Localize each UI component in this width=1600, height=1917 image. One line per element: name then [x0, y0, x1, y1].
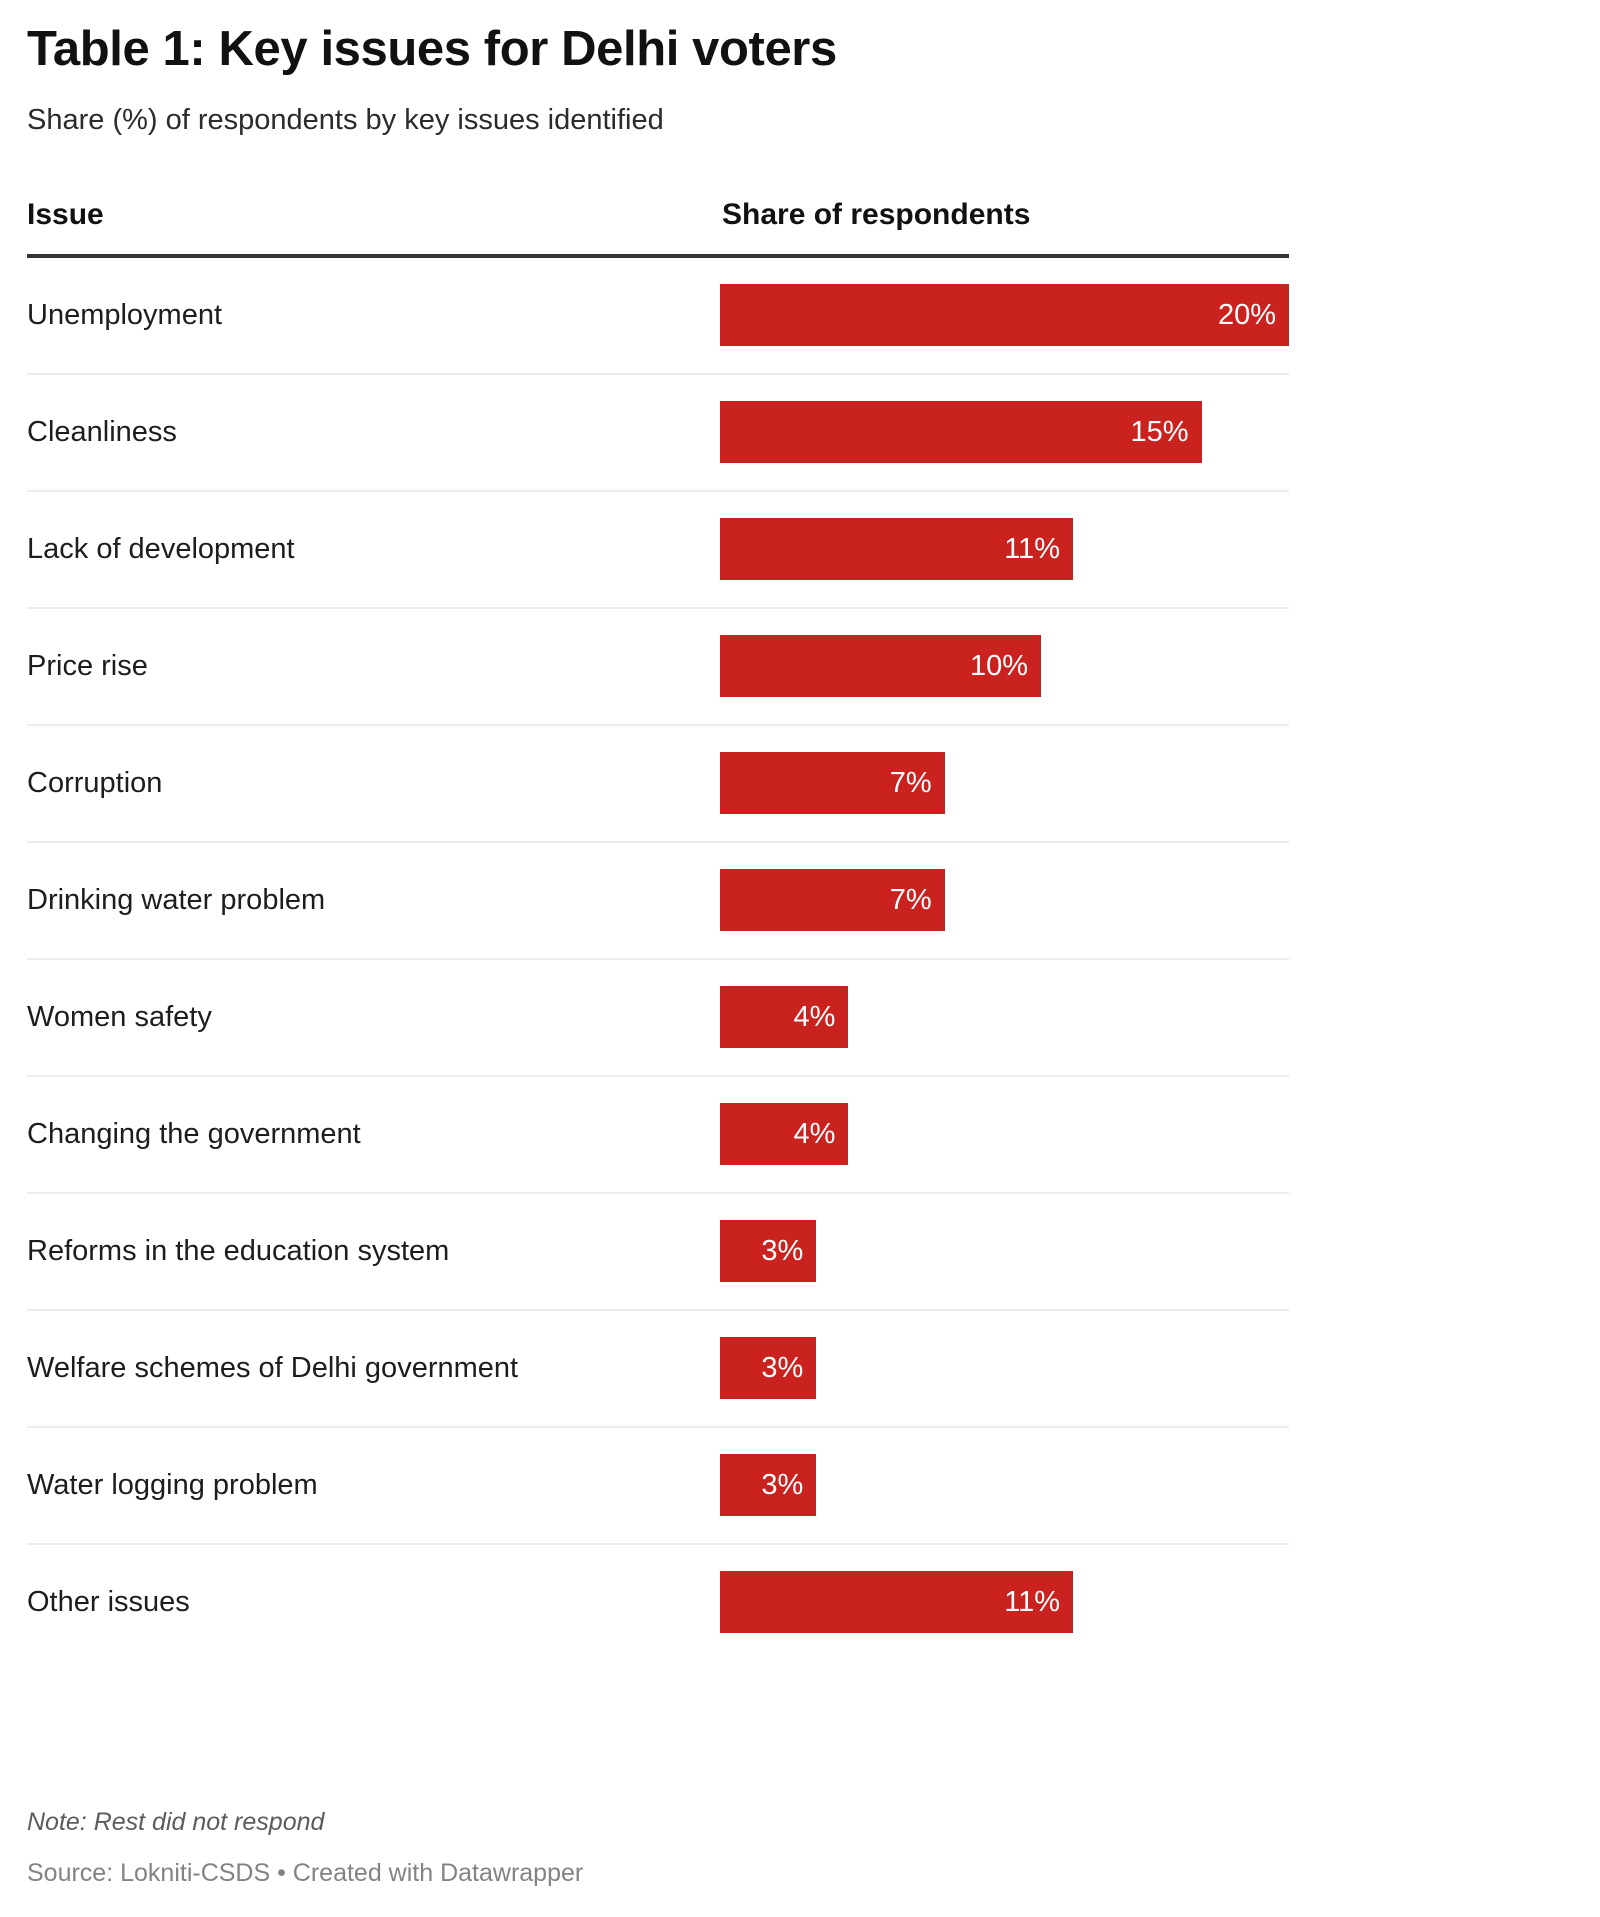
bar-track: 15% [720, 375, 1289, 490]
bar-value-label: 15% [1130, 415, 1189, 448]
share-bar-cell: 11% [720, 1542, 1289, 1660]
bar-value-label: 3% [761, 1468, 804, 1501]
issue-label: Corruption [27, 723, 720, 842]
issue-label: Cleanliness [27, 372, 720, 491]
share-bar-cell: 11% [720, 489, 1289, 608]
table-body: Unemployment 20% Cleanliness 15% Lack of dev… [27, 256, 1289, 1660]
table-row: Price rise 10% [27, 606, 1289, 725]
share-bar-cell: 4% [720, 1074, 1289, 1193]
bar-track: 3% [720, 1428, 1289, 1543]
bar-track: 4% [720, 1077, 1289, 1192]
share-bar: 3% [720, 1337, 817, 1400]
share-bar: 3% [720, 1454, 817, 1517]
bar-value-label: 4% [793, 1117, 836, 1150]
bar-value-label: 11% [1004, 532, 1061, 565]
chart-header: Table 1: Key issues for Delhi voters Sha… [27, 0, 1570, 138]
share-bar-cell: 3% [720, 1425, 1289, 1544]
table-row: Lack of development 11% [27, 489, 1289, 608]
bar-value-label: 3% [761, 1234, 804, 1267]
share-bar-cell: 3% [720, 1308, 1289, 1427]
share-bar: 10% [720, 635, 1041, 698]
issue-label: Price rise [27, 606, 720, 725]
share-bar-cell: 10% [720, 606, 1289, 725]
share-bar-cell: 20% [720, 256, 1289, 374]
bar-value-label: 7% [889, 766, 932, 799]
bar-value-label: 7% [889, 883, 932, 916]
issue-label: Drinking water problem [27, 840, 720, 959]
bar-value-label: 20% [1217, 298, 1276, 331]
source-credit: Source: Lokniti-CSDS • Created with Data… [27, 1858, 584, 1887]
issue-label: Water logging problem [27, 1425, 720, 1544]
table-row: Cleanliness 15% [27, 372, 1289, 491]
issue-label: Other issues [27, 1542, 720, 1660]
bar-track: 4% [720, 960, 1289, 1075]
footnote: Note: Rest did not respond [27, 1807, 325, 1836]
share-bar-cell: 7% [720, 723, 1289, 842]
bar-track: 7% [720, 726, 1289, 841]
issue-label: Reforms in the education system [27, 1191, 720, 1310]
share-bar-cell: 15% [720, 372, 1289, 491]
issue-label: Lack of development [27, 489, 720, 608]
table-row: Women safety 4% [27, 957, 1289, 1076]
bar-value-label: 4% [793, 1000, 836, 1033]
share-bar: 11% [720, 1571, 1074, 1634]
issues-table: Issue Share of respondents Unemployment 2… [27, 197, 1289, 1660]
share-bar: 3% [720, 1220, 817, 1283]
issue-label: Welfare schemes of Delhi government [27, 1308, 720, 1427]
bar-value-label: 3% [761, 1351, 804, 1384]
table-row: Changing the government 4% [27, 1074, 1289, 1193]
column-header-issue: Issue [27, 197, 720, 258]
table-row: Other issues 11% [27, 1542, 1289, 1660]
share-bar-cell: 7% [720, 840, 1289, 959]
chart-subtitle: Share (%) of respondents by key issues i… [27, 103, 664, 136]
bar-track: 11% [720, 1545, 1289, 1660]
page-title: Table 1: Key issues for Delhi voters [27, 22, 837, 76]
table-row: Unemployment 20% [27, 256, 1289, 374]
share-bar: 7% [720, 752, 945, 815]
share-bar-cell: 4% [720, 957, 1289, 1076]
share-bar: 11% [720, 518, 1074, 581]
table-row: Welfare schemes of Delhi government 3% [27, 1308, 1289, 1427]
table-row: Water logging problem 3% [27, 1425, 1289, 1544]
share-bar: 15% [720, 401, 1202, 464]
share-bar-cell: 3% [720, 1191, 1289, 1310]
bar-value-label: 11% [1004, 1585, 1061, 1618]
bar-track: 3% [720, 1194, 1289, 1309]
table-header: Issue Share of respondents [27, 197, 1289, 258]
bar-track: 10% [720, 609, 1289, 724]
table-header-row: Issue Share of respondents [27, 197, 1289, 258]
bar-track: 20% [720, 258, 1289, 373]
table-row: Reforms in the education system 3% [27, 1191, 1289, 1310]
share-bar: 4% [720, 1103, 849, 1166]
bar-track: 3% [720, 1311, 1289, 1426]
share-bar: 20% [720, 284, 1289, 347]
table-row: Drinking water problem 7% [27, 840, 1289, 959]
issue-label: Women safety [27, 957, 720, 1076]
column-header-share: Share of respondents [720, 197, 1289, 258]
bar-value-label: 10% [969, 649, 1028, 682]
bar-track: 7% [720, 843, 1289, 958]
chart-footer: Note: Rest did not respond Source: Lokni… [27, 1807, 1307, 1890]
issue-label: Changing the government [27, 1074, 720, 1193]
share-bar: 7% [720, 869, 945, 932]
table-row: Corruption 7% [27, 723, 1289, 842]
share-bar: 4% [720, 986, 849, 1049]
bar-track: 11% [720, 492, 1289, 607]
issue-label: Unemployment [27, 298, 223, 331]
